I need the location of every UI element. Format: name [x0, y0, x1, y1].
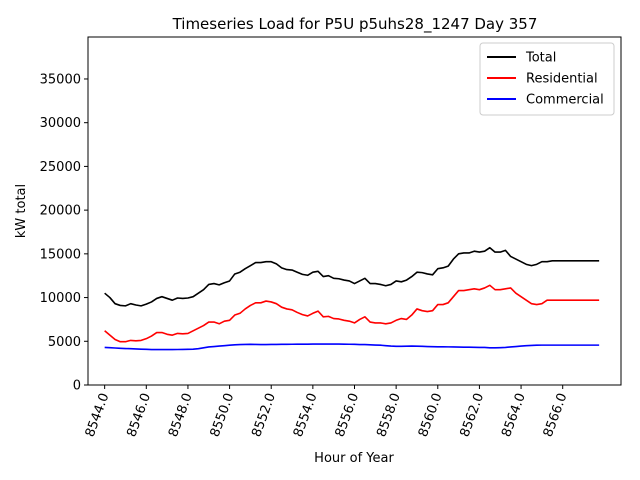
series-line-total — [104, 246, 600, 307]
y-tick-label: 5000 — [48, 335, 81, 350]
series-line-residential — [104, 284, 600, 343]
y-tick-label: 20000 — [40, 204, 81, 219]
legend-label-total: Total — [525, 51, 556, 66]
legend: Total Residential Commercial — [479, 42, 615, 116]
y-axis-label: kW total — [14, 184, 29, 238]
y-tick-label: 0 — [73, 379, 81, 394]
series-line-commercial — [104, 343, 600, 351]
y-tick-label: 35000 — [40, 72, 81, 87]
y-axis: 0 5000 10000 15000 20000 25000 30000 35000 — [40, 72, 88, 394]
legend-label-commercial: Commercial — [526, 93, 604, 108]
y-tick-label: 25000 — [40, 160, 81, 175]
chart-title: Timeseries Load for P5U p5uhs28_1247 Day… — [172, 15, 538, 34]
legend-label-residential: Residential — [526, 72, 598, 87]
x-axis-label: Hour of Year — [314, 451, 394, 466]
y-tick-label: 30000 — [40, 116, 81, 131]
plot-area — [104, 246, 600, 351]
y-tick-label: 10000 — [40, 291, 81, 306]
y-tick-label: 15000 — [40, 247, 81, 262]
legend-box — [479, 42, 615, 116]
series-layer — [104, 246, 600, 351]
